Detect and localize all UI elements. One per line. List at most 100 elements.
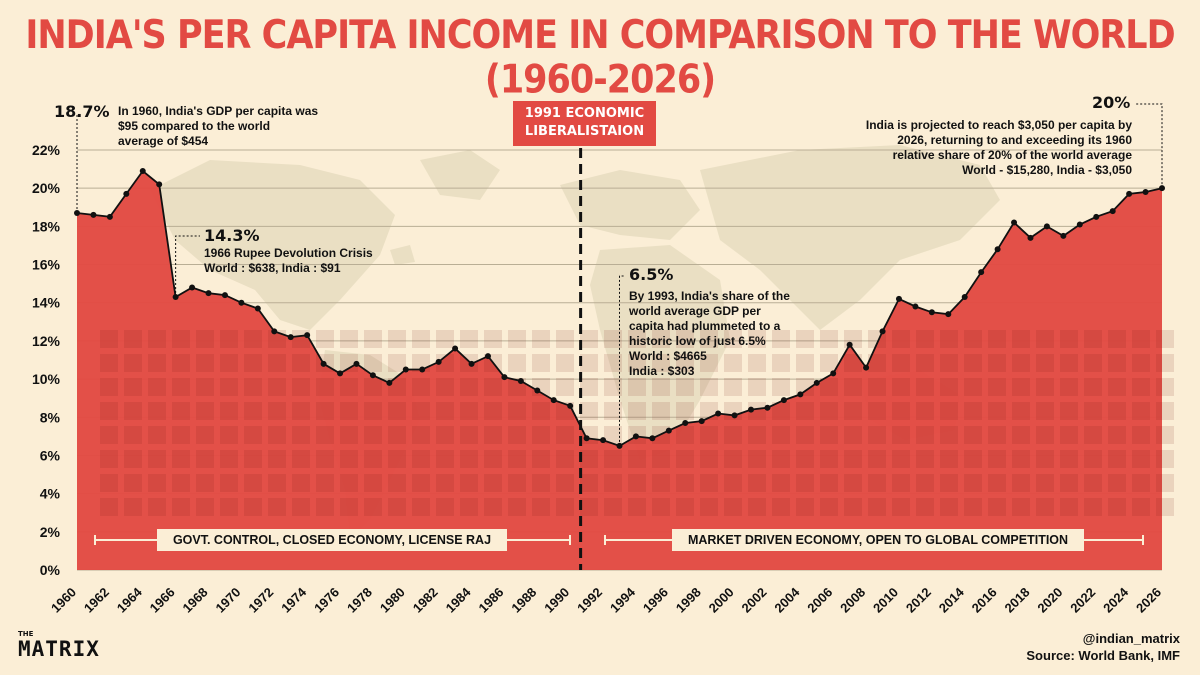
texture-square [772, 474, 790, 492]
texture-square [460, 498, 478, 516]
texture-square [916, 498, 934, 516]
texture-square [484, 450, 502, 468]
texture-square [124, 474, 142, 492]
data-point [1043, 223, 1050, 230]
texture-square [916, 402, 934, 420]
texture-square [484, 426, 502, 444]
texture-square [844, 402, 862, 420]
texture-square [676, 474, 694, 492]
data-point [945, 311, 952, 318]
texture-square [316, 330, 334, 348]
texture-square [892, 474, 910, 492]
texture-square [1036, 426, 1054, 444]
texture-square [844, 354, 862, 372]
texture-square [820, 378, 838, 396]
texture-square [604, 402, 622, 420]
texture-square [436, 330, 454, 348]
texture-square [148, 450, 166, 468]
texture-square [412, 402, 430, 420]
texture-square [484, 474, 502, 492]
texture-square [1108, 450, 1126, 468]
texture-square [916, 450, 934, 468]
texture-square [532, 402, 550, 420]
texture-square [988, 498, 1006, 516]
y-tick-label: 10% [32, 371, 61, 387]
texture-square [196, 450, 214, 468]
texture-square [796, 474, 814, 492]
texture-square [988, 378, 1006, 396]
texture-square [796, 402, 814, 420]
data-point [501, 374, 508, 381]
texture-square [316, 402, 334, 420]
texture-square [1012, 402, 1030, 420]
texture-square [868, 450, 886, 468]
texture-square [1012, 450, 1030, 468]
texture-square [964, 378, 982, 396]
x-tick-label: 1990 [541, 585, 572, 616]
texture-square [100, 330, 118, 348]
texture-square [628, 498, 646, 516]
texture-square [724, 330, 742, 348]
data-point [287, 334, 294, 341]
texture-square [820, 450, 838, 468]
data-point [698, 418, 705, 425]
texture-square [124, 498, 142, 516]
texture-square [700, 378, 718, 396]
texture-square [676, 330, 694, 348]
texture-square [604, 330, 622, 348]
texture-square [100, 354, 118, 372]
data-point [139, 168, 146, 174]
texture-square [100, 474, 118, 492]
data-point [600, 437, 607, 444]
texture-square [676, 498, 694, 516]
data-point [682, 420, 689, 426]
annotation-1960-line: In 1960, India's GDP per capita was [118, 104, 319, 118]
texture-square [844, 450, 862, 468]
credits: @indian_matrix Source: World Bank, IMF [1026, 630, 1180, 664]
texture-square [436, 498, 454, 516]
annotation-2026-value: 20% [1092, 93, 1131, 112]
texture-square [1060, 354, 1078, 372]
texture-square [1084, 426, 1102, 444]
texture-square [580, 474, 598, 492]
data-point [994, 246, 1001, 253]
texture-square [460, 378, 478, 396]
texture-square [892, 354, 910, 372]
texture-square [436, 378, 454, 396]
annotation-1966-text: 1966 Rupee Devolution Crisis World : $63… [204, 246, 373, 276]
data-point [863, 364, 870, 371]
texture-square [724, 378, 742, 396]
data-point [517, 378, 524, 384]
texture-square [268, 354, 286, 372]
texture-square [1060, 330, 1078, 348]
texture-square [484, 402, 502, 420]
texture-square [388, 354, 406, 372]
texture-square [748, 354, 766, 372]
data-point [534, 387, 541, 394]
texture-square [196, 426, 214, 444]
texture-square [940, 426, 958, 444]
x-tick-label: 1994 [607, 584, 639, 616]
texture-square [964, 354, 982, 372]
texture-square [100, 426, 118, 444]
texture-square [628, 402, 646, 420]
data-point [961, 294, 968, 300]
texture-square [652, 354, 670, 372]
texture-square [484, 330, 502, 348]
texture-square [172, 498, 190, 516]
texture-square [892, 378, 910, 396]
texture-square [820, 354, 838, 372]
texture-square [220, 354, 238, 372]
texture-square [724, 498, 742, 516]
texture-square [172, 402, 190, 420]
texture-square [1108, 378, 1126, 396]
texture-square [100, 450, 118, 468]
texture-square [580, 378, 598, 396]
texture-square [916, 330, 934, 348]
data-point [665, 427, 672, 434]
annotation-1993-line: historic low of just 6.5% [629, 334, 766, 348]
texture-square [652, 498, 670, 516]
annotation-1966-line: 1966 Rupee Devolution Crisis [204, 246, 373, 260]
texture-square [1036, 450, 1054, 468]
texture-square [940, 354, 958, 372]
